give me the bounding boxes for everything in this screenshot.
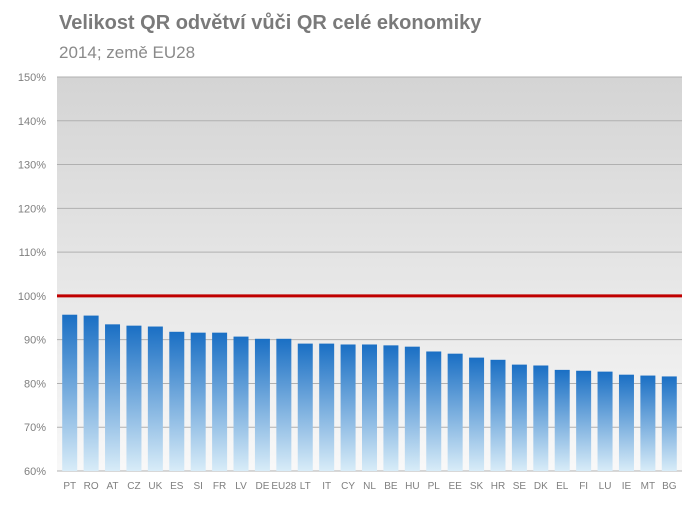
x-tick-label: UK [148,481,162,492]
bar-ee [447,353,463,471]
y-axis-ticks: 150% 140% 130% 120% 110% 100% 90% 80% 70% 60% [18,72,46,478]
x-tick-label: PT [63,481,76,492]
bar-bg [661,376,677,471]
bars [62,314,677,471]
bar-cz [126,325,142,471]
bar-nl [362,344,377,471]
x-tick-label: HR [491,481,505,492]
bar-ie [618,374,634,471]
bar-fr [212,332,228,471]
y-tick-label: 130% [18,160,46,172]
x-tick-label: SE [513,481,527,492]
y-tick-label: 80% [24,378,46,390]
x-tick-label: DE [255,481,269,492]
chart-subtitle: 2014; země EU28 [59,43,196,62]
bar-uk [147,326,163,471]
bar-it [319,343,335,471]
x-tick-label: IE [622,481,632,492]
x-tick-label: CY [341,481,355,492]
x-tick-label: BG [662,481,677,492]
x-tick-label: AT [107,481,119,492]
chart-title: Velikost QR odvětví vůči QR celé ekonomi… [59,12,482,34]
y-tick-label: 100% [18,291,46,303]
y-tick-label: 120% [18,203,46,215]
bar-at [105,324,121,471]
bar-sk [469,357,485,471]
x-tick-label: FI [579,481,588,492]
x-axis-labels: PT RO AT CZ UK ES SI FR LV DE EU28 LT IT CY NL BE HU PL EE… [63,481,676,492]
x-tick-label: EU28 [271,481,296,492]
x-tick-label: EE [448,481,462,492]
x-tick-label: PL [428,481,441,492]
x-tick-label: LU [599,481,612,492]
bar-be [383,345,399,471]
x-tick-label: CZ [127,481,140,492]
bar-lv [233,336,249,471]
x-tick-label: SK [470,481,484,492]
bar-es [169,331,185,471]
bar-eu28 [276,338,292,471]
y-tick-label: 90% [24,335,46,347]
x-tick-label: RO [84,481,99,492]
x-tick-label: LV [235,481,247,492]
x-tick-label: FR [213,481,226,492]
y-tick-label: 60% [24,466,46,478]
bar-si [190,332,206,471]
bar-hr [490,359,506,471]
bar-de [254,338,270,471]
x-tick-label: BE [384,481,398,492]
x-tick-label: ES [170,481,184,492]
x-tick-label: NL [363,481,376,492]
bar-cy [340,344,356,471]
bar-hu [404,346,420,471]
bar-lu [597,371,613,471]
bar-el [554,369,570,471]
bar-se [511,364,527,471]
y-tick-label: 150% [18,72,46,84]
bar-fi [576,370,592,471]
y-tick-label: 70% [24,422,46,434]
x-tick-label: EL [556,481,569,492]
x-tick-label: HU [405,481,419,492]
y-tick-label: 140% [18,116,46,128]
bar-mt [640,375,656,471]
x-tick-label: MT [641,481,655,492]
x-tick-label: IT [322,481,331,492]
x-tick-label: DK [534,481,548,492]
x-tick-label: SI [193,481,202,492]
bar-lt [297,343,313,471]
bar-ro [83,315,99,471]
bar-pt [62,314,78,471]
bar-pl [426,351,442,471]
x-tick-label: LT [300,481,311,492]
bar-dk [533,365,549,471]
y-tick-label: 110% [19,247,47,259]
